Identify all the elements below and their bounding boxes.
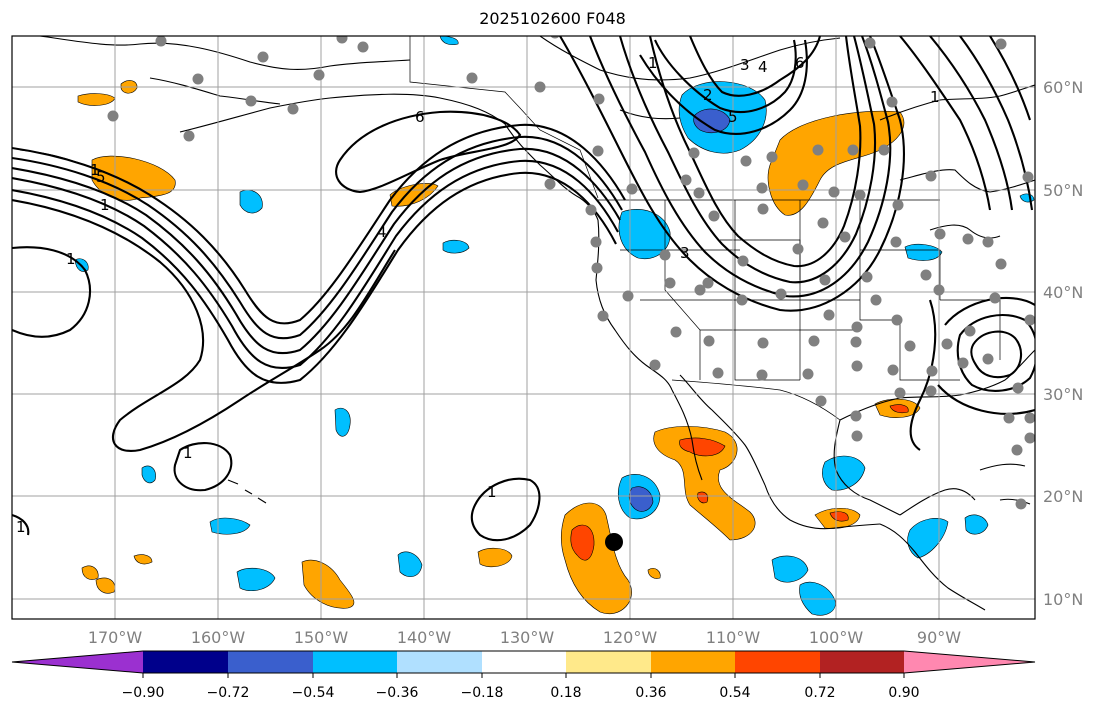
colorbar-segment (820, 651, 904, 673)
negative-anomaly (334, 407, 351, 437)
colorbar-tick: −0.72 (207, 685, 250, 701)
lon-label: 170°W (88, 628, 143, 647)
positive-anomaly (477, 547, 513, 568)
negative-anomaly (209, 517, 251, 535)
lon-label: 100°W (809, 628, 864, 647)
lon-label: 90°W (917, 628, 961, 647)
lon-label: 120°W (603, 628, 658, 647)
colorbar-tick: 0.72 (804, 685, 835, 701)
positive-anomaly (301, 559, 355, 609)
contour-label: 1 (90, 161, 100, 179)
colorbar-tick: −0.18 (461, 685, 504, 701)
contour-label: 1 (648, 54, 658, 72)
colorbar-tick: −0.90 (122, 685, 165, 701)
contour-label: 1 (66, 250, 76, 268)
negative-anomaly (822, 455, 866, 491)
colorbar-segment (566, 651, 651, 673)
map-content: 1 5 1 1 6 4 1 1 3 4 6 1 2 5 3 1 1 (12, 36, 1035, 619)
latitude-labels: 60°N 50°N 40°N 30°N 20°N 10°N (1043, 78, 1083, 609)
contour-label: 5 (728, 108, 738, 126)
colorbar-tick: 0.36 (635, 685, 666, 701)
longitude-labels: 170°W 160°W 150°W 140°W 130°W 120°W 110°… (88, 628, 961, 647)
negative-anomaly (397, 551, 423, 578)
positive-anomaly (889, 404, 909, 414)
colorbar-segment (482, 651, 566, 673)
positive-anomaly (570, 524, 595, 561)
negative-anomaly (141, 465, 156, 484)
contour-label: 2 (703, 86, 713, 104)
lon-label: 140°W (397, 628, 452, 647)
contour-label: 6 (795, 54, 805, 72)
contour-label: 4 (377, 223, 387, 241)
contour-label: 1 (16, 518, 26, 536)
positive-anomaly (697, 491, 709, 504)
negative-anomaly (964, 514, 989, 535)
lon-label: 150°W (294, 628, 349, 647)
colorbar-tick: 0.54 (719, 685, 750, 701)
contour-label: 3 (680, 244, 690, 262)
lon-label: 130°W (500, 628, 555, 647)
lat-label: 30°N (1043, 385, 1083, 404)
negative-anomaly (628, 486, 654, 512)
negative-anomaly (236, 567, 276, 591)
lat-label: 40°N (1043, 283, 1083, 302)
positive-anomaly (829, 511, 849, 522)
lon-label: 160°W (191, 628, 246, 647)
contour-label: 1 (183, 444, 193, 462)
map-title: 2025102600 F048 (479, 9, 626, 28)
colorbar-segment (228, 651, 313, 673)
negative-anomaly (771, 555, 809, 583)
contour-label: 6 (415, 108, 425, 126)
colorbar: −0.90 −0.72 −0.54 −0.36 −0.18 0.18 0.36 … (11, 650, 1036, 701)
colorbar-tick: −0.54 (292, 685, 335, 701)
graticule (12, 36, 1035, 619)
colorbar-segment (313, 651, 397, 673)
contour-label: 1 (100, 196, 110, 214)
contour-labels: 1 5 1 1 6 4 1 1 3 4 6 1 2 5 3 1 1 (16, 54, 940, 536)
colorbar-segment (735, 651, 820, 673)
station-markers (107, 36, 1035, 510)
colorbar-segment (12, 651, 143, 673)
contour-label: 5 (96, 168, 106, 186)
lat-label: 20°N (1043, 487, 1083, 506)
storm-center-marker (605, 533, 623, 551)
negative-anomaly (907, 517, 949, 559)
colorbar-tick: −0.36 (376, 685, 419, 701)
positive-anomaly (679, 437, 726, 457)
contour-label: 1 (930, 88, 940, 106)
contour-label: 4 (758, 58, 768, 76)
colorbar-segment (651, 651, 735, 673)
positive-anomaly (653, 426, 756, 541)
negative-anomaly (442, 239, 470, 254)
colorbar-tick: 0.18 (550, 685, 581, 701)
lat-label: 60°N (1043, 78, 1083, 97)
colorbar-segment (904, 651, 1035, 673)
colorbar-tick: 0.90 (888, 685, 919, 701)
negative-anomaly (239, 189, 263, 214)
positive-anomaly (95, 577, 116, 594)
positive-anomaly (647, 568, 661, 579)
lat-label: 50°N (1043, 181, 1083, 200)
colorbar-segment (143, 651, 228, 673)
colorbar-segment (397, 651, 482, 673)
positive-anomaly (81, 565, 99, 580)
negative-anomaly (904, 243, 943, 261)
map-frame (11, 35, 1036, 620)
lat-label: 10°N (1043, 590, 1083, 609)
contour-label: 3 (740, 56, 750, 74)
positive-anomaly (133, 554, 153, 565)
contour-label: 1 (487, 483, 497, 501)
lon-label: 110°W (706, 628, 761, 647)
